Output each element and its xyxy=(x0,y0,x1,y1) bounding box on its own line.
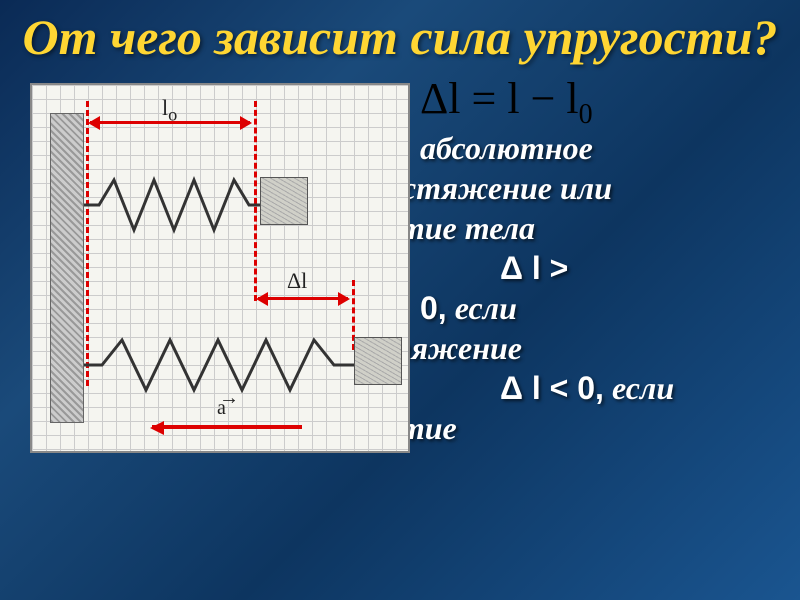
arrow-dl xyxy=(258,297,348,300)
block-bottom xyxy=(354,337,402,385)
formula-l1: l xyxy=(448,74,460,123)
wall xyxy=(50,113,84,423)
cond1b-dl: 0, xyxy=(420,290,447,326)
cond1b-txt: если xyxy=(455,290,517,326)
cond2-dl: Δ l < 0, xyxy=(500,370,604,406)
label-dl: Δl xyxy=(287,268,307,294)
slide-title: От чего зависит сила упругости? xyxy=(0,0,800,73)
label-a: → a xyxy=(217,397,226,420)
formula-l0-sub: 0 xyxy=(579,99,593,130)
arrow-a xyxy=(152,425,302,429)
formula: Δl = l − l0 xyxy=(420,73,593,131)
vec-arrow: → xyxy=(219,387,239,410)
cond1a: Δ l > xyxy=(500,250,568,286)
label-l0: lo xyxy=(162,95,177,125)
formula-minus: − xyxy=(520,74,567,123)
spring-bottom xyxy=(84,335,359,395)
cond2-txt: если xyxy=(612,370,674,406)
label-l0-sub: o xyxy=(168,104,177,124)
formula-l2: l xyxy=(507,74,519,123)
content-area: Δl = l − l0 абсолютное растяжение или сж… xyxy=(0,73,800,533)
formula-eq: = xyxy=(461,74,508,123)
formula-l0: l xyxy=(566,74,578,123)
spring-diagram: lo Δl → a xyxy=(30,83,410,453)
spring-top xyxy=(84,175,264,235)
block-top xyxy=(260,177,308,225)
formula-delta: Δ xyxy=(420,74,448,123)
